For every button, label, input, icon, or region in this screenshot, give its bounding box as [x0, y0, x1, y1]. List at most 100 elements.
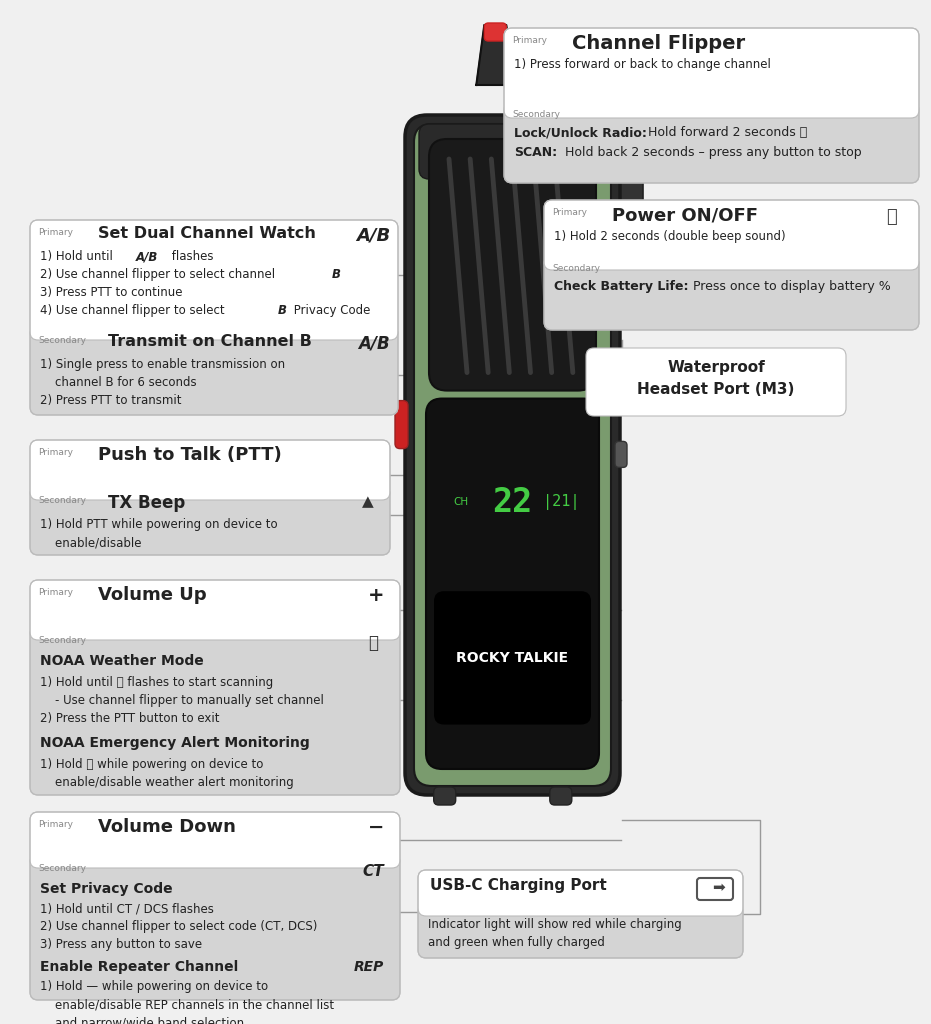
Text: ▲: ▲: [362, 494, 374, 509]
Text: Power ON/OFF: Power ON/OFF: [612, 206, 758, 224]
Text: 3) Press any button to save: 3) Press any button to save: [40, 938, 202, 951]
Text: enable/disable REP channels in the channel list: enable/disable REP channels in the chann…: [40, 998, 334, 1011]
Text: Transmit on Channel B: Transmit on Channel B: [108, 334, 312, 349]
Text: 2) Use channel flipper to select channel: 2) Use channel flipper to select channel: [40, 268, 279, 281]
Text: TX Beep: TX Beep: [108, 494, 185, 512]
Text: Secondary: Secondary: [38, 496, 86, 505]
Text: Indicator light will show red while charging: Indicator light will show red while char…: [428, 918, 681, 931]
Text: - Use channel flipper to manually set channel: - Use channel flipper to manually set ch…: [40, 694, 324, 707]
FancyBboxPatch shape: [30, 626, 400, 795]
Text: Primary: Primary: [38, 588, 73, 597]
Text: NOAA Weather Mode: NOAA Weather Mode: [40, 654, 204, 668]
FancyBboxPatch shape: [434, 591, 591, 725]
Text: NOAA Emergency Alert Monitoring: NOAA Emergency Alert Monitoring: [40, 736, 310, 750]
Text: Primary: Primary: [38, 228, 73, 237]
Text: Primary: Primary: [38, 449, 73, 457]
FancyBboxPatch shape: [418, 870, 743, 916]
Text: Enable Repeater Channel: Enable Repeater Channel: [40, 961, 238, 974]
Text: Primary: Primary: [552, 208, 587, 217]
FancyBboxPatch shape: [586, 119, 608, 154]
Text: Secondary: Secondary: [38, 336, 86, 345]
FancyBboxPatch shape: [434, 787, 455, 805]
Text: 22: 22: [492, 485, 533, 519]
FancyBboxPatch shape: [418, 904, 743, 958]
Text: 1) Hold PTT while powering on device to: 1) Hold PTT while powering on device to: [40, 518, 277, 531]
Text: 2) Press PTT to transmit: 2) Press PTT to transmit: [40, 394, 182, 407]
FancyBboxPatch shape: [30, 486, 390, 555]
Text: 4) Use channel flipper to select: 4) Use channel flipper to select: [40, 304, 228, 317]
FancyBboxPatch shape: [544, 200, 919, 270]
FancyBboxPatch shape: [426, 398, 599, 769]
Text: Push to Talk (PTT): Push to Talk (PTT): [98, 446, 282, 464]
FancyBboxPatch shape: [395, 400, 408, 449]
Text: 1) Press forward or back to change channel: 1) Press forward or back to change chann…: [514, 58, 771, 71]
Text: Primary: Primary: [38, 820, 73, 829]
Text: ⛈: ⛈: [368, 634, 378, 652]
Text: 2) Press the PTT button to exit: 2) Press the PTT button to exit: [40, 712, 220, 725]
Text: Headset Port (M3): Headset Port (M3): [638, 382, 795, 397]
FancyBboxPatch shape: [30, 812, 400, 868]
Text: Set Privacy Code: Set Privacy Code: [40, 882, 172, 896]
Text: Hold back 2 seconds – press any button to stop: Hold back 2 seconds – press any button t…: [561, 146, 861, 159]
Text: B: B: [278, 304, 287, 317]
Text: −: −: [368, 818, 384, 837]
FancyBboxPatch shape: [414, 124, 611, 786]
Text: and narrow/wide band selection: and narrow/wide band selection: [40, 1016, 244, 1024]
Text: Channel Flipper: Channel Flipper: [572, 34, 745, 53]
Text: 1) Hold until: 1) Hold until: [40, 250, 116, 263]
FancyBboxPatch shape: [504, 102, 919, 183]
FancyBboxPatch shape: [615, 441, 627, 467]
Text: 2) Use channel flipper to select code (CT, DCS): 2) Use channel flipper to select code (C…: [40, 920, 317, 933]
Polygon shape: [477, 25, 514, 85]
Text: REP: REP: [354, 961, 384, 974]
Text: B: B: [332, 268, 341, 281]
Text: 1) Hold — while powering on device to: 1) Hold — while powering on device to: [40, 980, 268, 993]
Text: Waterproof: Waterproof: [668, 360, 765, 375]
Text: ➡: ➡: [712, 880, 725, 895]
Text: Secondary: Secondary: [512, 110, 560, 119]
FancyBboxPatch shape: [405, 115, 620, 795]
Text: flashes: flashes: [168, 250, 213, 263]
Text: Set Dual Channel Watch: Set Dual Channel Watch: [98, 226, 316, 241]
Text: ⏻: ⏻: [886, 208, 897, 226]
Text: 1) Hold until ⛈ flashes to start scanning: 1) Hold until ⛈ flashes to start scannin…: [40, 676, 274, 689]
Text: A/B: A/B: [356, 226, 390, 244]
Text: SCAN:: SCAN:: [514, 146, 557, 159]
Text: Secondary: Secondary: [38, 864, 86, 873]
FancyBboxPatch shape: [615, 353, 627, 383]
Text: CH: CH: [453, 498, 468, 507]
FancyBboxPatch shape: [30, 220, 398, 340]
FancyBboxPatch shape: [30, 440, 390, 500]
Text: USB-C Charging Port: USB-C Charging Port: [430, 878, 607, 893]
FancyBboxPatch shape: [586, 348, 846, 416]
FancyBboxPatch shape: [550, 787, 572, 805]
FancyBboxPatch shape: [30, 854, 400, 1000]
Text: |21|: |21|: [543, 495, 579, 510]
Text: A/B: A/B: [358, 334, 390, 352]
Text: Volume Up: Volume Up: [98, 586, 207, 604]
Text: Secondary: Secondary: [552, 264, 600, 273]
Text: Privacy Code: Privacy Code: [290, 304, 371, 317]
Text: Primary: Primary: [512, 36, 547, 45]
FancyBboxPatch shape: [615, 145, 643, 240]
Text: Lock/Unlock Radio:: Lock/Unlock Radio:: [514, 126, 647, 139]
Text: Check Battery Life:: Check Battery Life:: [554, 280, 689, 293]
Text: Hold forward 2 seconds 🔒: Hold forward 2 seconds 🔒: [644, 126, 807, 139]
Text: 1) Single press to enable transmission on: 1) Single press to enable transmission o…: [40, 358, 285, 371]
Text: channel B for 6 seconds: channel B for 6 seconds: [40, 376, 196, 389]
FancyBboxPatch shape: [504, 28, 919, 118]
FancyBboxPatch shape: [419, 124, 606, 179]
Text: 3) Press PTT to continue: 3) Press PTT to continue: [40, 286, 182, 299]
Text: enable/disable: enable/disable: [40, 536, 142, 549]
FancyBboxPatch shape: [484, 23, 506, 41]
FancyBboxPatch shape: [30, 326, 398, 415]
FancyBboxPatch shape: [544, 256, 919, 330]
Text: CT: CT: [362, 864, 384, 879]
FancyBboxPatch shape: [30, 580, 400, 640]
Text: +: +: [368, 586, 384, 605]
Text: ROCKY TALKIE: ROCKY TALKIE: [456, 651, 569, 665]
Text: 1) Hold until CT / DCS flashes: 1) Hold until CT / DCS flashes: [40, 902, 214, 915]
Text: 1) Hold 2 seconds (double beep sound): 1) Hold 2 seconds (double beep sound): [554, 230, 786, 243]
Text: Secondary: Secondary: [38, 636, 86, 645]
Text: A/B: A/B: [136, 250, 158, 263]
